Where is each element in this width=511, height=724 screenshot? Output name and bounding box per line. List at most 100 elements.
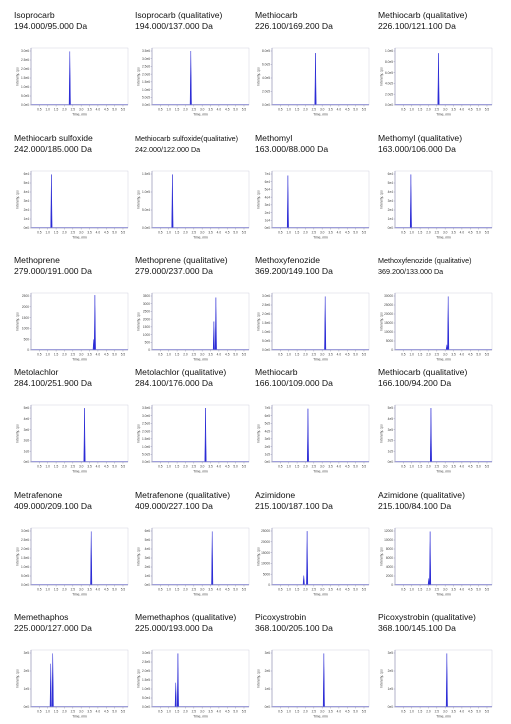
x-tick-label: 5.5 — [121, 108, 126, 112]
x-tick-label: 3.0 — [79, 465, 84, 469]
x-tick-label: 4.0 — [460, 231, 465, 235]
x-tick-label: 3.0 — [320, 353, 325, 357]
x-tick-label: 5.5 — [121, 710, 126, 714]
y-tick-label: 4e4 — [265, 195, 271, 199]
plot-area — [394, 404, 493, 463]
y-tick-label: 5.0e5 — [21, 574, 29, 578]
x-tick-label: 3.0 — [200, 588, 205, 592]
y-tick-label: 2.0e5 — [262, 90, 270, 94]
x-tick-label: 5.0 — [353, 465, 358, 469]
x-axis-label: Time, min — [436, 358, 451, 362]
chromatogram-plot: 0.0e0 5.0e4 1.0e5 1.5e5 2.0e5 2.5e5 3.0e5 0.5 1.… — [135, 645, 255, 723]
x-tick-label: 5.0 — [476, 231, 481, 235]
transition-subtitle: 284.100/176.000 Da — [135, 378, 213, 388]
transition-subtitle: 194.000/137.000 Da — [135, 21, 213, 31]
y-tick-label: 0e0 — [388, 226, 394, 230]
plot-area — [271, 527, 370, 586]
x-tick-label: 5.0 — [233, 108, 238, 112]
x-tick-label: 4.0 — [460, 353, 465, 357]
chromatogram-peak — [302, 575, 305, 585]
y-tick-label: 6.0e5 — [385, 71, 393, 75]
x-tick-label: 3.5 — [328, 465, 333, 469]
y-tick-label: 2e5 — [388, 669, 394, 673]
y-tick-label: 0.0e0 — [142, 226, 150, 230]
x-tick-label: 5.5 — [242, 710, 247, 714]
x-tick-label: 0.5 — [278, 588, 283, 592]
y-tick-label: 5.0e5 — [262, 339, 270, 343]
chromatogram-panel: Picoxystrobin (qualitative) 368.100/145.1… — [378, 612, 498, 719]
transition-subtitle: 369.200/149.100 Da — [255, 266, 333, 276]
analyte-title: Metrafenone (qualitative) — [135, 490, 231, 500]
y-tick-label: 0.0e0 — [262, 103, 270, 107]
x-tick-label: 0.5 — [401, 108, 406, 112]
analyte-title: Methiocarb sulfoxide — [14, 133, 93, 143]
transition-subtitle: 194.000/95.000 Da — [14, 21, 88, 31]
y-tick-label: 3500 — [143, 294, 150, 298]
x-tick-label: 3.0 — [320, 588, 325, 592]
x-tick-label: 0.5 — [158, 353, 163, 357]
x-tick-label: 0.5 — [37, 353, 42, 357]
x-tick-label: 3.0 — [320, 108, 325, 112]
x-tick-label: 1.0 — [410, 353, 415, 357]
y-tick-label: 5.0e4 — [142, 696, 150, 700]
x-tick-label: 5.5 — [242, 465, 247, 469]
y-tick-label: 10000 — [384, 538, 393, 542]
y-tick-label: 4e5 — [265, 429, 271, 433]
y-tick-label: 2e5 — [24, 669, 30, 673]
x-tick-label: 3.5 — [328, 108, 333, 112]
x-tick-label: 2.5 — [312, 353, 317, 357]
y-tick-label: 6e4 — [388, 172, 394, 176]
x-tick-label: 3.5 — [328, 231, 333, 235]
y-tick-label: 0.0e0 — [385, 103, 393, 107]
x-tick-label: 3.5 — [208, 108, 213, 112]
x-tick-label: 3.0 — [79, 231, 84, 235]
x-tick-label: 4.5 — [104, 465, 109, 469]
y-tick-label: 2e6 — [24, 439, 30, 443]
x-tick-label: 4.0 — [460, 588, 465, 592]
y-tick-label: 3.0e6 — [142, 414, 150, 418]
x-tick-label: 4.0 — [96, 710, 101, 714]
x-tick-label: 5.5 — [362, 465, 367, 469]
x-axis-label: Time, min — [313, 358, 328, 362]
x-tick-label: 2.5 — [71, 465, 76, 469]
y-tick-label: 5e6 — [24, 406, 30, 410]
x-tick-label: 3.5 — [451, 465, 456, 469]
chromatogram-panel: Methoprene (qualitative) 279.000/237.000 … — [135, 255, 255, 362]
y-tick-label: 2e4 — [24, 208, 30, 212]
x-tick-label: 3.0 — [79, 588, 84, 592]
y-tick-label: 4e5 — [388, 417, 394, 421]
x-tick-label: 2.5 — [435, 353, 440, 357]
y-tick-label: 2.0e6 — [142, 72, 150, 76]
chromatogram-peak — [51, 653, 54, 707]
x-tick-label: 4.0 — [96, 588, 101, 592]
x-tick-label: 3.5 — [208, 353, 213, 357]
y-tick-label: 2.0e6 — [142, 429, 150, 433]
y-tick-label: 6e4 — [24, 172, 30, 176]
x-axis-label: Time, min — [193, 593, 208, 597]
x-tick-label: 1.0 — [46, 588, 51, 592]
y-tick-label: 5e6 — [145, 538, 151, 542]
y-axis-label: Intensity, cps — [16, 669, 20, 688]
chromatogram-plot: 0 500 1000 1500 2000 2500 0.5 1.0 1.5 2.0 2.5 3.0 3.… — [14, 288, 134, 366]
y-tick-label: 1.5e6 — [21, 76, 29, 80]
y-tick-label: 2.0e5 — [385, 92, 393, 96]
x-tick-label: 4.5 — [345, 108, 350, 112]
y-tick-label: 4.0e5 — [262, 76, 270, 80]
x-tick-label: 2.5 — [312, 710, 317, 714]
x-axis-label: Time, min — [436, 593, 451, 597]
x-tick-label: 5.0 — [476, 588, 481, 592]
analyte-title: Methiocarb (qualitative) — [378, 10, 468, 20]
x-tick-label: 1.5 — [295, 465, 300, 469]
chromatogram-panel: Picoxystrobin 368.100/205.100 Da 0e0 1e6 2e6… — [255, 612, 375, 719]
x-tick-label: 4.5 — [225, 588, 230, 592]
x-tick-label: 3.0 — [443, 588, 448, 592]
y-tick-label: 1e6 — [145, 574, 151, 578]
x-tick-label: 5.0 — [233, 710, 238, 714]
chromatogram-svg: 0.0e0 5.0e5 1.0e6 1.5e6 2.0e6 2.5e6 3.0e6 0.5 1.… — [16, 47, 129, 117]
x-tick-label: 3.5 — [87, 465, 92, 469]
y-tick-label: 25000 — [384, 303, 393, 307]
x-axis-label: Time, min — [313, 715, 328, 719]
x-tick-label: 1.0 — [410, 231, 415, 235]
y-tick-label: 1.0e5 — [142, 687, 150, 691]
y-tick-label: 5.0e5 — [142, 95, 150, 99]
